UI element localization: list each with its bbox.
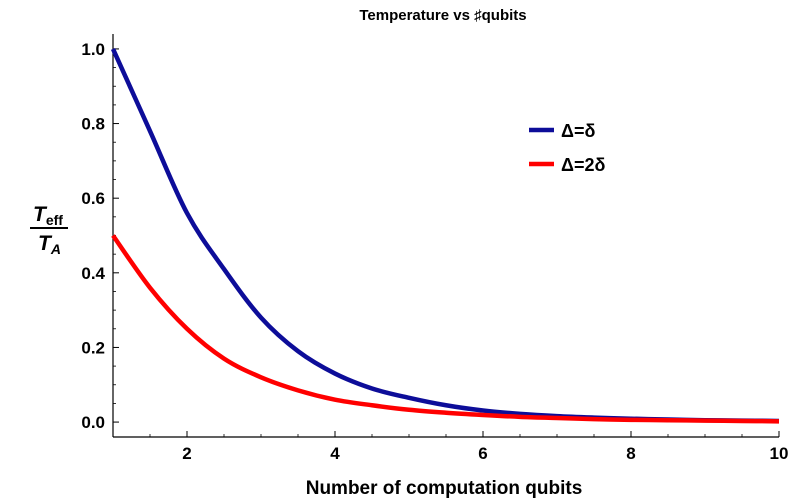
y-label-numerator-sub: eff <box>46 212 63 228</box>
legend: Δ=δ Δ=2δ <box>529 121 605 175</box>
series-lines <box>110 48 780 424</box>
series-line-2 <box>111 234 780 424</box>
x-tick-label: 2 <box>182 444 191 463</box>
legend-label-2: Δ=2δ <box>561 155 605 175</box>
y-tick-label: 0.8 <box>81 115 105 134</box>
x-tick-label: 4 <box>330 444 340 463</box>
plot-area: 0.0 0.2 0.4 0.6 0.8 1.0 2 4 6 8 10 <box>81 34 788 463</box>
series-line-1 <box>110 48 780 424</box>
y-label-denominator-sub: A <box>50 241 61 257</box>
chart-title: Temperature vs ♯qubits <box>359 7 526 24</box>
y-axis-label: Teff TA <box>30 203 68 257</box>
y-tick-label: 0.6 <box>81 189 105 208</box>
legend-label-1: Δ=δ <box>561 121 595 141</box>
y-tick-label: 0.4 <box>81 264 105 283</box>
y-tick-label: 0.0 <box>81 413 105 432</box>
x-axis-label: Number of computation qubits <box>306 478 583 499</box>
x-tick-label: 8 <box>626 444 635 463</box>
y-tick-label: 0.2 <box>81 338 105 357</box>
y-label-denominator: TA <box>38 232 61 257</box>
x-tick-label: 10 <box>770 444 789 463</box>
y-label-denominator-main: T <box>38 232 53 255</box>
y-tick-label: 1.0 <box>81 40 105 59</box>
x-tick-label: 6 <box>478 444 487 463</box>
y-label-numerator-main: T <box>33 203 48 226</box>
x-ticks: 2 4 6 8 10 <box>112 431 789 463</box>
y-ticks: 0.0 0.2 0.4 0.6 0.8 1.0 <box>81 40 119 432</box>
y-label-numerator: Teff <box>33 203 63 228</box>
